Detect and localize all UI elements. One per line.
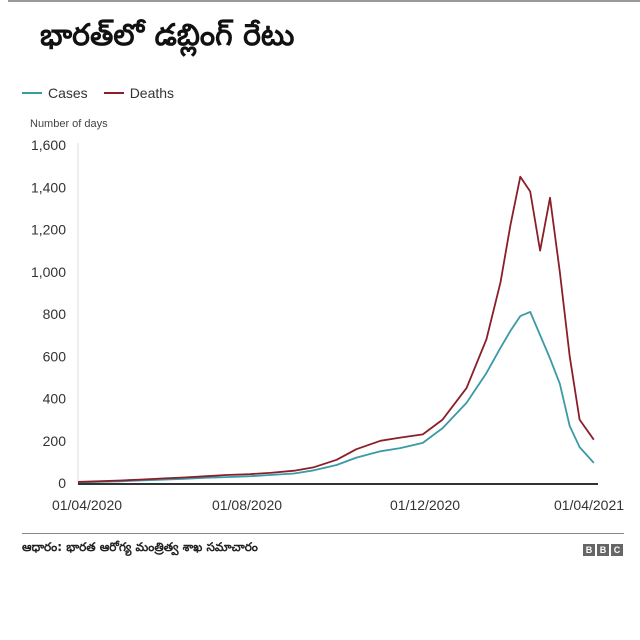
bbc-logo-b2: B (597, 544, 609, 556)
y-tick-label: 1,200 (31, 222, 66, 238)
y-tick-label: 400 (43, 391, 67, 407)
bbc-logo-c: C (611, 544, 623, 556)
y-tick-label: 1,000 (31, 264, 66, 280)
y-axis-ticks: 0 200 400 600 800 1,000 1,200 1,400 1,600 (31, 137, 66, 491)
legend-label-deaths: Deaths (129, 85, 175, 101)
bbc-logo: B B C (583, 544, 623, 556)
y-tick-label: 600 (43, 348, 67, 364)
x-tick-label: 01/04/2020 (52, 497, 122, 513)
y-tick-label: 1,600 (31, 137, 66, 153)
y-axis-label: Number of days (30, 118, 108, 130)
y-tick-label: 0 (58, 475, 66, 491)
x-tick-label: 01/08/2020 (212, 497, 282, 513)
cases-swatch-icon (22, 92, 42, 94)
deaths-line (77, 175, 595, 483)
legend: Cases Deaths (22, 85, 174, 101)
y-tick-label: 200 (43, 433, 67, 449)
x-tick-label: 01/12/2020 (390, 497, 460, 513)
legend-item-cases: Cases (22, 85, 88, 101)
cases-line (77, 310, 595, 484)
bbc-logo-b1: B (583, 544, 595, 556)
footer-divider (22, 533, 624, 534)
deaths-swatch-icon (103, 92, 124, 94)
y-tick-label: 1,400 (31, 179, 66, 195)
x-tick-label: 01/04/2021 (554, 497, 624, 513)
top-divider (8, 0, 640, 2)
legend-item-deaths: Deaths (103, 85, 175, 101)
y-tick-label: 800 (43, 306, 67, 322)
legend-label-cases: Cases (48, 85, 88, 101)
x-axis-ticks: 01/04/2020 01/08/2020 01/12/2020 01/04/2021 (52, 497, 624, 513)
source-note: ఆధారం: భారత ఆరోగ్య మంత్రిత్వ శాఖ సమాచారం (22, 540, 258, 554)
chart-title: భారత్‌లో డబ్లింగ్ రేటు (40, 18, 295, 53)
